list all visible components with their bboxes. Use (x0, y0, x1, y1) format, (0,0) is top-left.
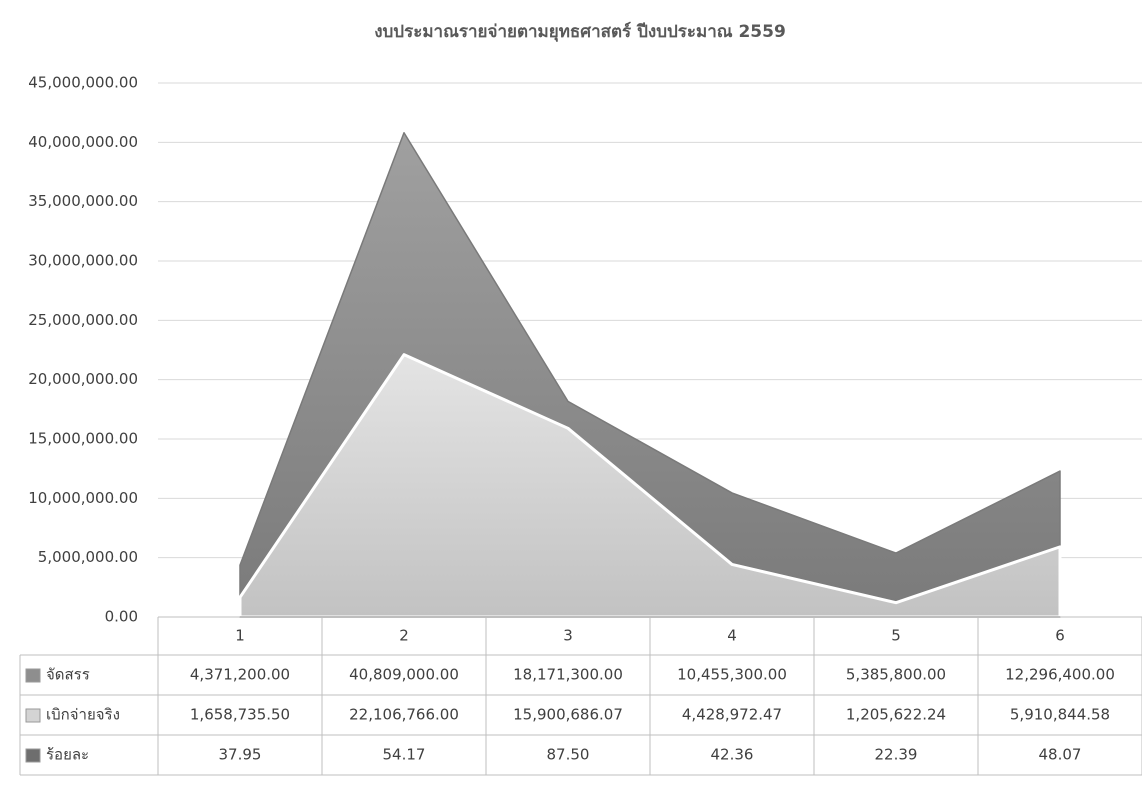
y-tick-label: 10,000,000.00 (28, 489, 138, 507)
chart-title: งบประมาณรายจ่ายตามยุทธศาสตร์ ปีงบประมาณ … (374, 21, 786, 42)
x-tick-label: 4 (727, 627, 737, 645)
y-tick-label: 35,000,000.00 (28, 192, 138, 210)
table-value: 12,296,400.00 (1005, 666, 1115, 684)
table-value: 22,106,766.00 (349, 706, 459, 724)
x-tick-label: 2 (399, 627, 409, 645)
y-tick-label: 20,000,000.00 (28, 370, 138, 388)
x-tick-label: 3 (563, 627, 573, 645)
table-value: 10,455,300.00 (677, 666, 787, 684)
table-value: 37.95 (219, 746, 262, 764)
legend-swatch (25, 668, 41, 683)
legend-label: จัดสรร (46, 666, 90, 684)
table-value: 1,658,735.50 (190, 706, 290, 724)
table-value: 4,428,972.47 (682, 706, 782, 724)
table-value: 87.50 (547, 746, 590, 764)
x-tick-label: 5 (891, 627, 901, 645)
table-value: 15,900,686.07 (513, 706, 623, 724)
y-tick-label: 40,000,000.00 (28, 133, 138, 151)
table-value: 22.39 (875, 746, 918, 764)
table-value: 18,171,300.00 (513, 666, 623, 684)
area (238, 353, 1062, 619)
y-tick-label: 25,000,000.00 (28, 311, 138, 329)
y-tick-label: 0.00 (105, 608, 138, 626)
table-value: 5,910,844.58 (1010, 706, 1110, 724)
legend-label: เบิกจ่ายจริง (46, 706, 120, 724)
y-tick-label: 15,000,000.00 (28, 430, 138, 448)
table-value: 54.17 (383, 746, 426, 764)
legend-swatch (25, 748, 41, 763)
y-tick-label: 30,000,000.00 (28, 252, 138, 270)
legend-swatch (25, 708, 41, 723)
table-value: 4,371,200.00 (190, 666, 290, 684)
table-value: 42.36 (711, 746, 754, 764)
table-value: 1,205,622.24 (846, 706, 946, 724)
x-tick-label: 6 (1055, 627, 1065, 645)
legend-label: ร้อยละ (46, 746, 89, 764)
y-tick-label: 45,000,000.00 (28, 74, 138, 92)
table-value: 48.07 (1039, 746, 1082, 764)
x-tick-label: 1 (235, 627, 245, 645)
table-value: 40,809,000.00 (349, 666, 459, 684)
y-tick-label: 5,000,000.00 (38, 548, 138, 566)
table-value: 5,385,800.00 (846, 666, 946, 684)
